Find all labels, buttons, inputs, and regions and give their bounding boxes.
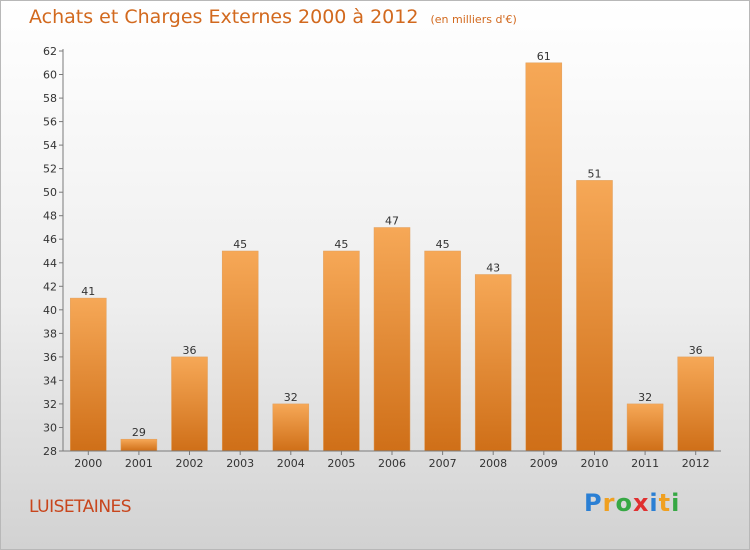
x-tick-label-2000: 2000 bbox=[74, 457, 102, 470]
y-tick-label-40: 40 bbox=[43, 304, 57, 317]
bar-2009 bbox=[525, 62, 563, 452]
logo-letter: t bbox=[658, 489, 672, 517]
bar-2006 bbox=[373, 227, 411, 452]
value-label-2007: 45 bbox=[436, 238, 450, 251]
x-tick-label-2001: 2001 bbox=[125, 457, 153, 470]
y-tick-label-58: 58 bbox=[43, 92, 57, 105]
x-tick-label-2006: 2006 bbox=[378, 457, 406, 470]
value-label-2002: 36 bbox=[183, 344, 197, 357]
y-tick-label-52: 52 bbox=[43, 163, 57, 176]
logo-letter: r bbox=[602, 489, 616, 517]
y-tick-label-30: 30 bbox=[43, 422, 57, 435]
y-tick-label-62: 62 bbox=[43, 45, 57, 58]
x-tick-label-2002: 2002 bbox=[176, 457, 204, 470]
bar-2008 bbox=[474, 274, 512, 452]
value-label-2011: 32 bbox=[638, 391, 652, 404]
x-tick-label-2011: 2011 bbox=[631, 457, 659, 470]
bar-2005 bbox=[323, 250, 360, 452]
value-label-2000: 41 bbox=[81, 285, 95, 298]
bar-2004 bbox=[272, 403, 310, 452]
logo-letter: i bbox=[671, 489, 681, 517]
y-tick-label-28: 28 bbox=[43, 445, 57, 458]
bar-2010 bbox=[576, 180, 613, 452]
value-label-2003: 45 bbox=[233, 238, 247, 251]
y-tick-label-46: 46 bbox=[43, 233, 57, 246]
bar-2001 bbox=[120, 438, 158, 452]
x-tick-label-2008: 2008 bbox=[479, 457, 507, 470]
y-tick-label-54: 54 bbox=[43, 139, 57, 152]
y-tick-label-50: 50 bbox=[43, 186, 57, 199]
value-label-2012: 36 bbox=[689, 344, 703, 357]
title-row: Achats et Charges Externes 2000 à 2012 (e… bbox=[29, 6, 517, 28]
bar-2007 bbox=[424, 250, 461, 452]
value-label-2004: 32 bbox=[284, 391, 298, 404]
y-tick-label-42: 42 bbox=[43, 280, 57, 293]
logo-letter: x bbox=[632, 489, 650, 517]
x-tick-label-2005: 2005 bbox=[327, 457, 355, 470]
bar-2012 bbox=[677, 356, 714, 452]
y-tick-label-48: 48 bbox=[43, 210, 57, 223]
logo-letter: i bbox=[649, 489, 659, 517]
chart-title: Achats et Charges Externes 2000 à 2012 bbox=[29, 6, 419, 28]
value-label-2001: 29 bbox=[132, 426, 146, 439]
x-tick-label-2010: 2010 bbox=[581, 457, 609, 470]
value-label-2006: 47 bbox=[385, 215, 399, 228]
proxiti-logo: Proxiti bbox=[584, 489, 680, 517]
bar-2003 bbox=[221, 250, 259, 452]
y-tick-label-44: 44 bbox=[43, 257, 57, 270]
x-tick-label-2004: 2004 bbox=[277, 457, 305, 470]
y-tick-label-34: 34 bbox=[43, 374, 57, 387]
x-tick-label-2009: 2009 bbox=[530, 457, 558, 470]
y-tick-label-56: 56 bbox=[43, 116, 57, 129]
chart-subtitle: (en milliers d'€) bbox=[430, 13, 517, 26]
logo-letter: P bbox=[584, 489, 603, 517]
y-tick-label-36: 36 bbox=[43, 351, 57, 364]
value-label-2005: 45 bbox=[334, 238, 348, 251]
x-tick-label-2003: 2003 bbox=[226, 457, 254, 470]
value-label-2010: 51 bbox=[588, 167, 602, 180]
y-tick-label-32: 32 bbox=[43, 398, 57, 411]
axes: 2000 2001 2002 2003 2004 2005 2006 2007 2008 2009… bbox=[43, 45, 721, 470]
bar-2002 bbox=[171, 356, 208, 452]
value-label-2009: 61 bbox=[537, 50, 551, 63]
x-tick-label-2012: 2012 bbox=[682, 457, 710, 470]
bar-2000 bbox=[70, 297, 107, 452]
value-label-2008: 43 bbox=[486, 262, 500, 275]
commune-name: LUISETAINES bbox=[29, 497, 132, 517]
x-tick-label-2007: 2007 bbox=[429, 457, 457, 470]
bar-2011 bbox=[626, 403, 664, 452]
y-tick-label-60: 60 bbox=[43, 69, 57, 82]
bars: 41 29 36 45 32 45 47 45 43 61 51 32 36 bbox=[70, 50, 714, 452]
logo-letter: o bbox=[615, 489, 633, 517]
y-tick-label-38: 38 bbox=[43, 327, 57, 340]
